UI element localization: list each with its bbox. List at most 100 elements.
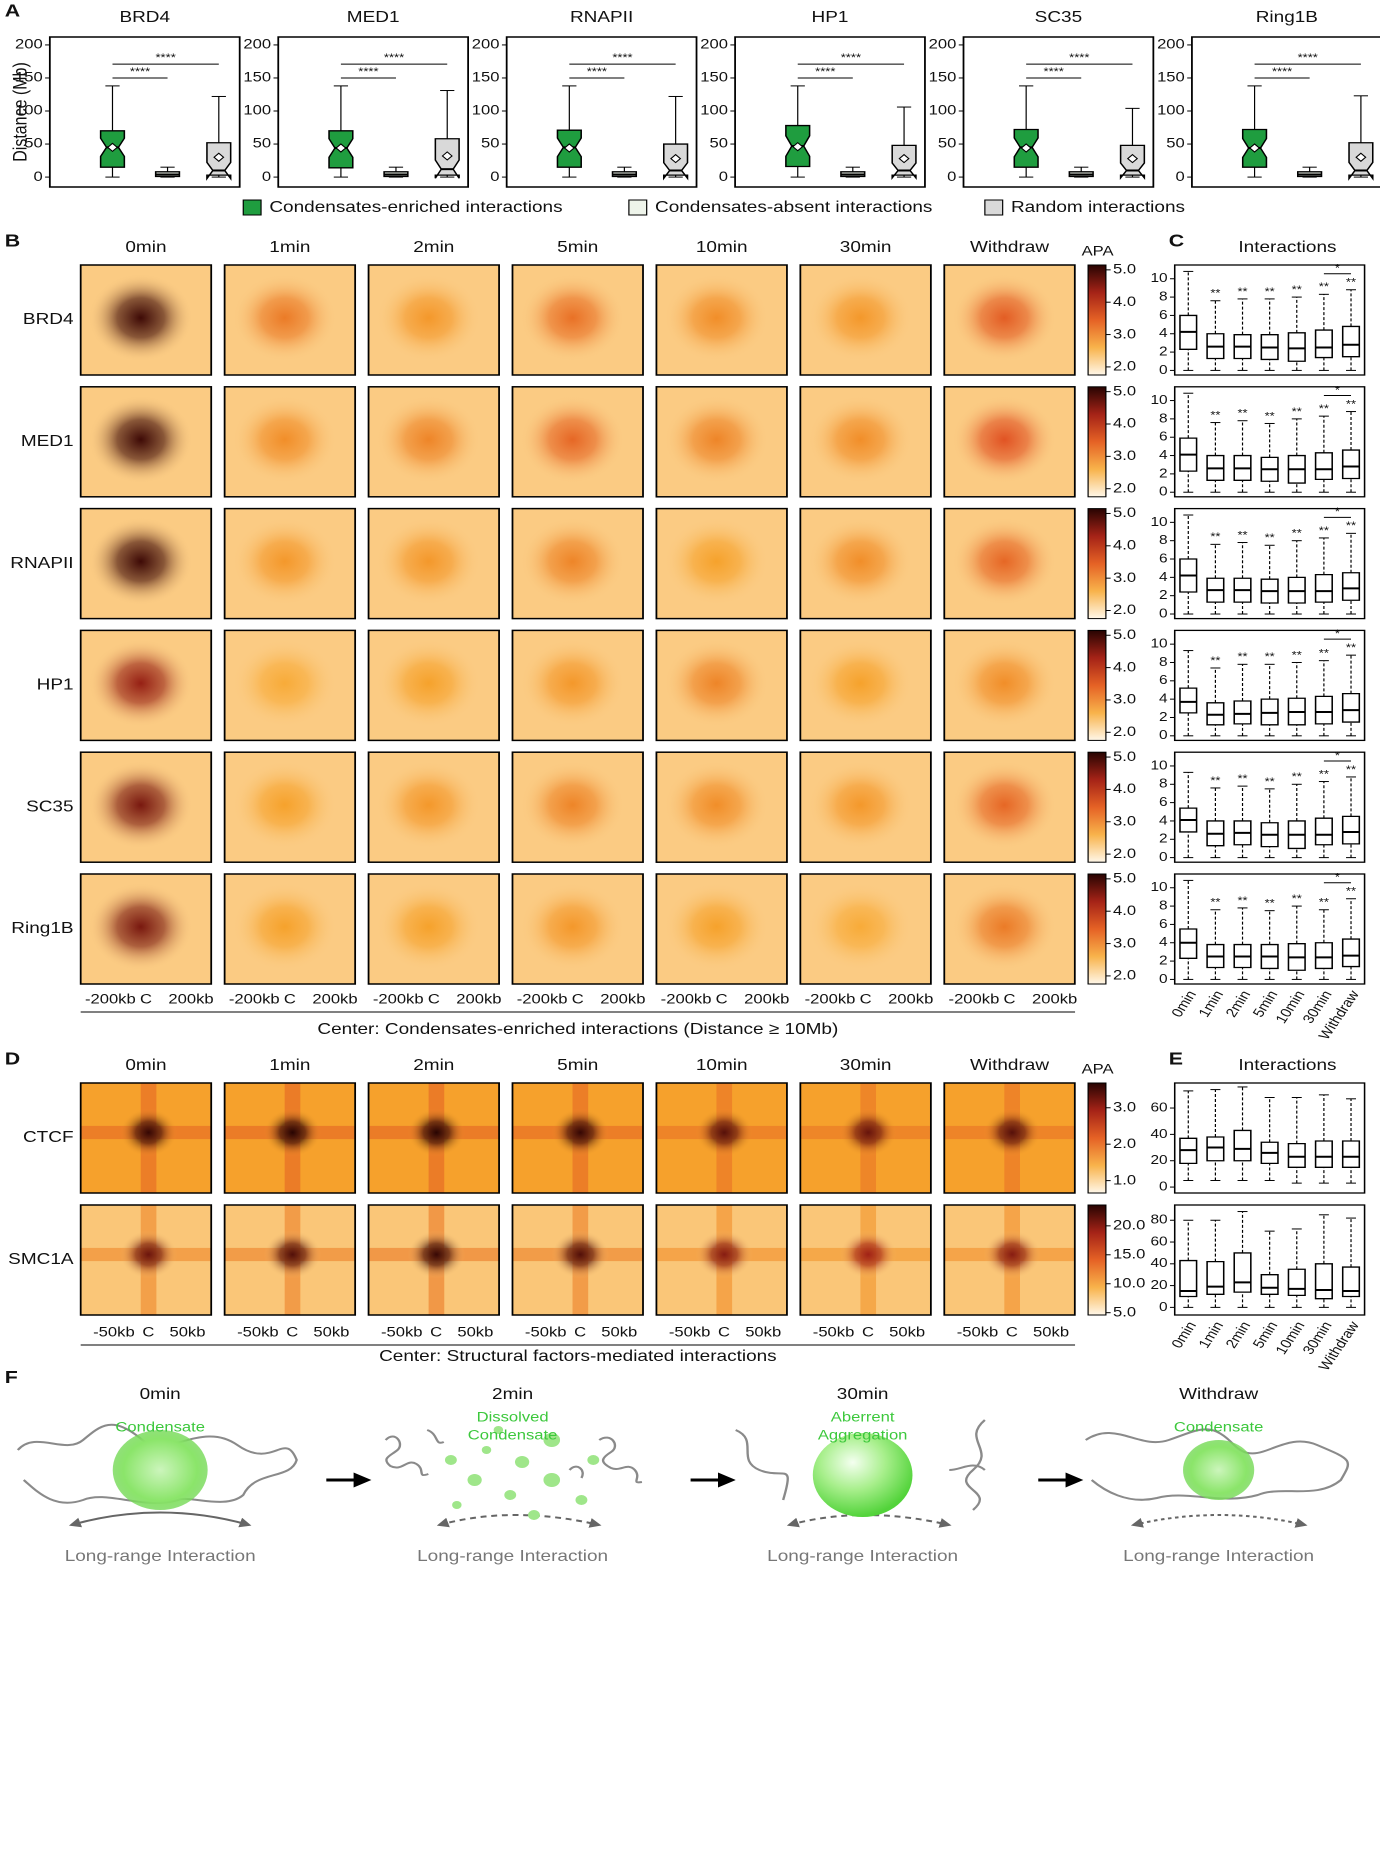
- x-tick-label: 200kb: [456, 992, 501, 1007]
- x-tick-label: 50kb: [1033, 1325, 1069, 1340]
- heatmap-peak: [664, 395, 769, 484]
- x-tick-label: -50kb: [381, 1325, 423, 1340]
- y-tick-label: 2: [1159, 345, 1168, 360]
- sig-label: **: [1210, 530, 1220, 543]
- colorbar-tick-label: 1.0: [1113, 1172, 1136, 1187]
- box: [1179, 687, 1198, 714]
- stage-note: Dissolved: [477, 1410, 549, 1425]
- heatmap-peak: [664, 517, 769, 606]
- sig-label: **: [1346, 276, 1356, 289]
- heatmap-peak: [232, 273, 337, 362]
- y-tick-label: 50: [938, 136, 956, 151]
- x-tick-label: 50kb: [745, 1325, 781, 1340]
- heatmap-frame: [799, 1204, 932, 1316]
- stage-title: 30min: [837, 1385, 889, 1403]
- heatmap-frame: [511, 1082, 644, 1194]
- sig-label: **: [1292, 405, 1302, 418]
- sig-label: **: [1292, 527, 1302, 540]
- column-title: 30min: [840, 238, 892, 256]
- y-tick-label: 0: [1159, 728, 1168, 743]
- panel-labels: A B C D E F: [5, 1, 1184, 1387]
- x-tick-label: C: [1006, 1325, 1018, 1340]
- heatmap-peak: [119, 1108, 178, 1157]
- y-tick-label: 8: [1159, 899, 1168, 914]
- colorbar-tick-label: 4.0: [1113, 538, 1136, 553]
- panel-title: HP1: [812, 8, 849, 26]
- box: [1233, 1129, 1252, 1162]
- condensate: [112, 1430, 208, 1510]
- y-tick-label: 20: [1150, 1278, 1167, 1293]
- y-tick-label: 60: [1150, 1235, 1167, 1250]
- colorbar-tick-label: 2.0: [1113, 1136, 1136, 1151]
- mean: [213, 152, 225, 162]
- box: [1287, 1142, 1306, 1168]
- heatmap-frame: [799, 873, 932, 985]
- plot-frame: [962, 36, 1155, 188]
- x-tick-label: C: [286, 1325, 298, 1340]
- heatmap-peak: [263, 1230, 322, 1279]
- colorbar-tick-label: 4.0: [1113, 416, 1136, 431]
- heatmap-peak: [952, 395, 1057, 484]
- sig-label: ****: [384, 51, 405, 64]
- y-tick-label: 0: [1159, 607, 1168, 622]
- colorbar-label: APA: [1082, 244, 1115, 259]
- heatmap-frame: [79, 507, 213, 620]
- y-tick-label: 50: [253, 136, 271, 151]
- x-tick-label: 0min: [1169, 988, 1201, 1020]
- colorbar-tick-label: 2.0: [1113, 846, 1136, 861]
- box: [1314, 942, 1333, 970]
- plot-frame: [48, 36, 241, 188]
- heatmap-frame: [223, 1082, 357, 1194]
- row-label: HP1: [37, 675, 74, 693]
- chromatin: [384, 1429, 643, 1484]
- heatmap-frame: [223, 1204, 357, 1316]
- heatmap-frame: [79, 629, 213, 742]
- colorbar-tick-label: 5.0: [1113, 1305, 1136, 1320]
- sig-label: **: [1319, 524, 1329, 537]
- y-tick-label: 2: [1159, 466, 1168, 481]
- heatmap-frame: [655, 264, 788, 376]
- x-tick-label: C: [142, 1325, 154, 1340]
- stage-note: Aggregation: [818, 1428, 908, 1443]
- legend-label: Random interactions: [1011, 198, 1185, 216]
- colorbar-tick-label: 5.0: [1113, 505, 1136, 520]
- heatmap-frame: [943, 507, 1076, 620]
- box: [1260, 1274, 1279, 1295]
- y-tick-label: 0: [1159, 485, 1168, 500]
- x-tick-label: C: [284, 992, 296, 1007]
- heatmap-peak: [839, 1230, 897, 1279]
- footer: Center: Condensates-enriched interaction…: [317, 1020, 838, 1038]
- plot-frame: [1173, 264, 1366, 376]
- y-tick-label: 100: [472, 103, 500, 118]
- colorbar-label: APA: [1082, 1062, 1115, 1077]
- heatmap-frame: [799, 386, 932, 498]
- box: [1341, 693, 1361, 723]
- heatmap-peak: [232, 517, 337, 606]
- heatmap-peak: [695, 1108, 754, 1157]
- y-tick-label: 0: [1159, 1300, 1168, 1315]
- y-tick-label: 8: [1159, 533, 1168, 548]
- heatmap-peak: [808, 639, 913, 728]
- colorbar-tick-label: 5.0: [1113, 871, 1136, 886]
- heatmap-frame: [511, 873, 644, 985]
- heatmap-frame: [79, 873, 213, 985]
- colorbar-tick-label: 3.0: [1113, 448, 1136, 463]
- mean: [1248, 143, 1261, 153]
- y-tick-label: 2: [1159, 954, 1168, 969]
- y-tick-label: 200: [472, 37, 500, 52]
- mean: [441, 151, 453, 161]
- x-tick-label: 50kb: [313, 1325, 349, 1340]
- colorbar-tick-label: 4.0: [1113, 659, 1136, 674]
- x-tick-label: 1min: [1196, 1319, 1228, 1351]
- y-tick-label: 0: [490, 169, 499, 184]
- plot-frame: [277, 36, 469, 188]
- heatmap-peak: [952, 882, 1057, 971]
- heatmap-frame: [943, 873, 1076, 985]
- y-tick-label: 100: [15, 103, 43, 118]
- sig-label: **: [1265, 775, 1275, 788]
- mean: [1020, 143, 1032, 153]
- colorbar-tick-label: 5.0: [1113, 384, 1136, 399]
- panel-title: Interactions: [1238, 1056, 1336, 1074]
- sig-label: **: [1265, 531, 1275, 544]
- interaction-arc: [436, 1514, 602, 1528]
